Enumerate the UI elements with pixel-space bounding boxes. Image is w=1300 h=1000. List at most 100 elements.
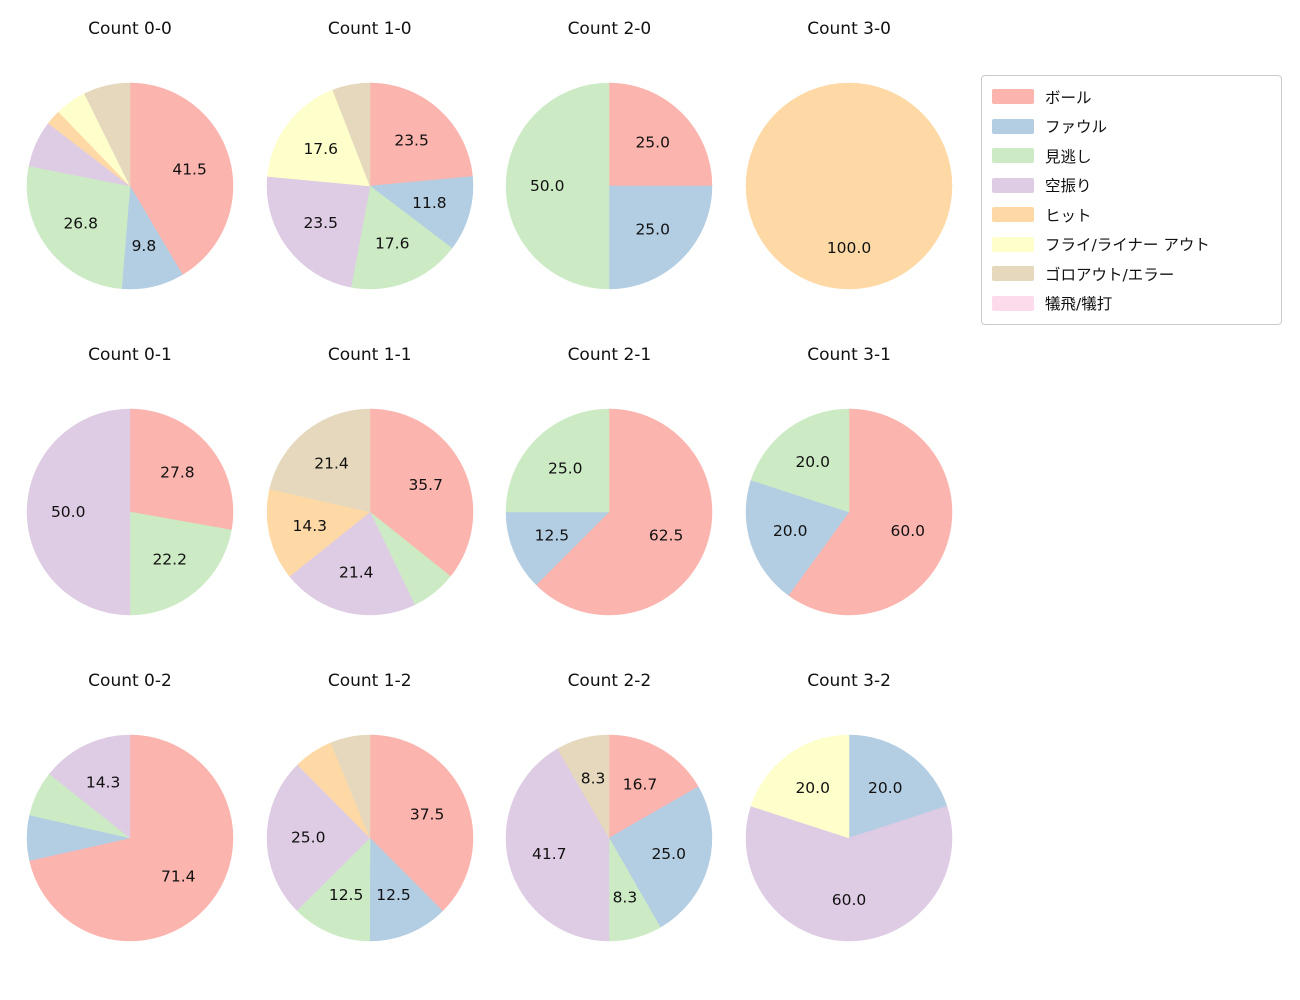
pie-chart: 20.0 60.0 20.0	[745, 734, 953, 942]
slice-percent-label: 25.0	[548, 459, 583, 477]
slice-percent-label: 41.7	[532, 845, 567, 863]
slice-percent-label: 37.5	[410, 805, 445, 823]
chart-title: Count 0-1	[88, 345, 172, 365]
pie-slice	[266, 764, 371, 911]
slice-percent-label: 14.3	[292, 517, 327, 535]
slice-percent-label: 26.8	[63, 214, 98, 232]
pie-slice	[609, 786, 713, 928]
chart-title: Count 0-2	[88, 671, 172, 691]
legend-item: 空振り	[992, 171, 1271, 201]
slice-percent-label: 21.4	[314, 455, 349, 473]
legend-item-label: ボール	[1045, 88, 1092, 107]
pie-chart-cell: Count 0-1 27.8 22.2 50.0	[10, 336, 250, 646]
slice-percent-label: 20.0	[796, 453, 831, 471]
pie-slice	[369, 82, 473, 187]
slice-percent-label: 12.5	[535, 527, 570, 545]
slice-percent-label: 11.8	[412, 194, 447, 212]
pie-chart-cell: Count 0-2 71.4 14.3	[10, 662, 250, 972]
pie-chart: 100.0	[745, 82, 953, 290]
legend-item-label: ゴロアウト/エラー	[1045, 265, 1175, 284]
pie-chart-cell: Count 1-2 37.5 12.5 12.5 25.0	[250, 662, 490, 972]
legend-swatch	[992, 236, 1034, 252]
slice-percent-label: 62.5	[649, 527, 684, 545]
pie-chart-cell: Count 3-1 60.0 20.0 20.0	[729, 336, 969, 646]
pie-slice	[129, 82, 234, 276]
slice-percent-label: 14.3	[86, 773, 121, 791]
pie-chart-cell: Count 2-2 16.7 25.0 8.3 41.7 8.3	[489, 662, 729, 972]
pie-chart-cell: Count 2-0 25.0 25.0 50.0	[489, 10, 729, 320]
pie-slice	[49, 734, 131, 839]
slice-percent-label: 35.7	[408, 476, 443, 494]
legend-item: 犠飛/犠打	[992, 289, 1271, 319]
pie-slice	[266, 89, 371, 187]
pie-chart-cell: Count 1-1 35.7 21.4 14.3 21.4	[250, 336, 490, 646]
chart-title: Count 2-1	[567, 345, 652, 365]
pie-chart-cell: Count 3-2 20.0 60.0 20.0	[729, 662, 969, 972]
slice-percent-label: 17.6	[375, 235, 410, 253]
pie-chart: 16.7 25.0 8.3 41.7 8.3	[506, 734, 713, 942]
pie-slice	[609, 185, 713, 290]
pie-chart-cell: Count 0-0 41.5 9.8 26.8	[10, 10, 250, 320]
pie-chart-cell: Count 3-0 100.0	[729, 10, 969, 320]
pie-slice	[129, 511, 232, 616]
slice-percent-label: 25.0	[636, 133, 671, 151]
pie-chart: 23.5 11.8 17.6 23.5 17.6	[266, 82, 473, 290]
pie-slice	[750, 408, 850, 513]
slice-percent-label: 23.5	[303, 214, 338, 232]
pie-chart-cell: Count 1-0 23.5 11.8 17.6 23.5 17.6	[250, 10, 490, 320]
pie-slice	[29, 734, 234, 942]
pie-chart-cell: Count 2-1 62.5 12.5 25.0	[489, 336, 729, 646]
legend-swatch	[992, 118, 1034, 134]
legend-item: 見逃し	[992, 141, 1271, 171]
pie-slice	[506, 748, 610, 942]
slice-percent-label: 20.0	[868, 779, 903, 797]
pie-chart: 35.7 21.4 14.3 21.4	[266, 408, 473, 616]
slice-percent-label: 22.2	[152, 550, 187, 568]
legend-item-label: フライ/ライナー アウト	[1045, 236, 1210, 255]
slice-percent-label: 50.0	[51, 503, 86, 521]
pie-slice	[557, 734, 610, 839]
pie-slice	[745, 479, 850, 596]
chart-title: Count 0-0	[88, 19, 172, 39]
slice-percent-label: 71.4	[161, 868, 196, 886]
slice-percent-label: 12.5	[329, 886, 364, 904]
legend-item: ヒット	[992, 200, 1271, 230]
legend-item: ゴロアウト/エラー	[992, 259, 1271, 289]
slice-percent-label: 12.5	[376, 886, 411, 904]
legend-swatch	[992, 89, 1034, 105]
pie-chart: 25.0 25.0 50.0	[506, 82, 713, 290]
pie-slice	[369, 837, 443, 942]
slice-percent-label: 8.3	[581, 769, 606, 787]
slice-percent-label: 27.8	[160, 463, 195, 481]
pie-slice	[84, 82, 131, 187]
slice-percent-label: 17.6	[303, 140, 338, 158]
slice-percent-label: 23.5	[394, 131, 429, 149]
legend-item: ファウル	[992, 112, 1271, 142]
pie-slice	[369, 734, 473, 912]
chart-title: Count 1-1	[327, 345, 412, 365]
slice-percent-label: 21.4	[339, 563, 374, 581]
chart-title: Count 1-2	[327, 671, 412, 691]
pie-chart: 27.8 22.2 50.0	[26, 408, 234, 616]
pie-slice	[332, 82, 370, 187]
legend-item-label: ヒット	[1045, 206, 1092, 225]
legend-swatch	[992, 148, 1034, 164]
slice-percent-label: 20.0	[773, 522, 808, 540]
pie-slice	[848, 734, 948, 839]
pie-slice	[26, 408, 131, 616]
pie-slice	[609, 734, 700, 839]
pie-slice	[536, 408, 713, 616]
chart-title: Count 3-1	[807, 345, 891, 365]
pie-slice	[745, 805, 953, 942]
pie-chart: 37.5 12.5 12.5 25.0	[266, 734, 473, 942]
pie-slice	[129, 408, 234, 531]
pie-slice	[506, 511, 610, 586]
pie-slice	[745, 82, 953, 290]
slice-percent-label: 41.5	[172, 161, 207, 179]
slice-percent-label: 50.0	[530, 177, 565, 195]
slice-percent-label: 100.0	[827, 239, 871, 257]
legend-swatch	[992, 177, 1034, 193]
pie-slice	[369, 176, 473, 249]
pie-chart: 71.4 14.3	[26, 734, 234, 942]
